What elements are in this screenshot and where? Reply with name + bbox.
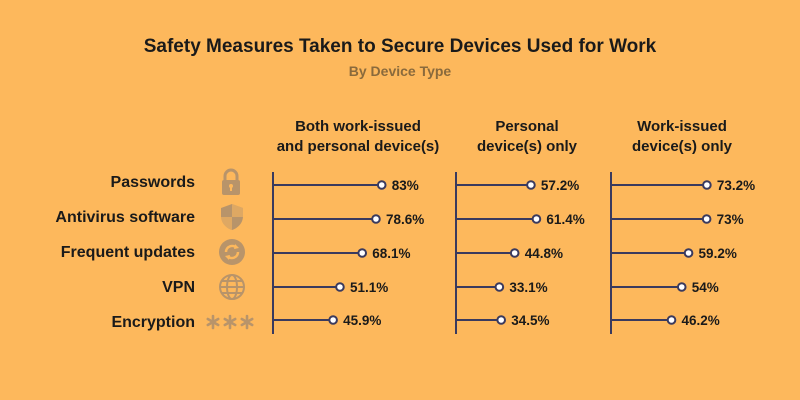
panel-title-both: Both work-issued and personal device(s)	[276, 118, 440, 155]
lollipop-marker	[531, 214, 542, 224]
lollipop-marker	[702, 180, 712, 190]
lollipop-marker	[496, 315, 506, 325]
chart-title: Safety Measures Taken to Secure Devices …	[143, 36, 657, 57]
data-label: 59.2%	[699, 246, 737, 261]
row-label-encryption: Encryption	[111, 314, 195, 331]
chart-subtitle: By Device Type	[348, 63, 452, 79]
data-label: 68.1%	[372, 246, 410, 261]
lollipop-marker	[371, 214, 381, 224]
data-label: 73%	[717, 212, 744, 227]
row-label-updates: Frequent updates	[60, 244, 195, 261]
lollipop-marker	[676, 282, 687, 292]
lollipop-marker	[509, 248, 520, 258]
lollipop-marker	[494, 282, 505, 292]
data-label: 78.6%	[386, 212, 424, 227]
lollipop-marker	[328, 315, 338, 325]
asterisks-icon	[205, 307, 255, 337]
shield-icon	[217, 202, 247, 232]
data-label: 34.5%	[511, 313, 549, 328]
data-label: 61.4%	[546, 212, 584, 227]
lollipop-marker	[526, 180, 536, 190]
panel-title-personal: Personal device(s) only	[476, 118, 578, 155]
data-label: 83%	[392, 178, 419, 193]
refresh-icon	[217, 237, 247, 267]
data-label: 73.2%	[717, 178, 755, 193]
row-label-passwords: Passwords	[110, 174, 195, 191]
lock-icon	[216, 167, 246, 197]
panel-title-work: Work-issued device(s) only	[631, 118, 733, 155]
data-label: 46.2%	[682, 313, 720, 328]
lollipop-marker	[357, 248, 368, 258]
lollipop-marker	[376, 180, 387, 190]
lollipop-marker	[683, 248, 694, 258]
lollipop-marker	[335, 282, 345, 292]
data-label: 54%	[692, 280, 719, 295]
data-label: 57.2%	[541, 178, 579, 193]
row-label-vpn: VPN	[162, 279, 195, 296]
data-label: 33.1%	[509, 280, 547, 295]
globe-icon	[217, 272, 247, 302]
data-label: 44.8%	[525, 246, 563, 261]
lollipop-marker	[701, 214, 712, 224]
data-label: 45.9%	[343, 313, 381, 328]
lollipop-marker	[666, 315, 677, 325]
row-label-antivirus: Antivirus software	[55, 209, 195, 226]
data-label: 51.1%	[350, 280, 388, 295]
